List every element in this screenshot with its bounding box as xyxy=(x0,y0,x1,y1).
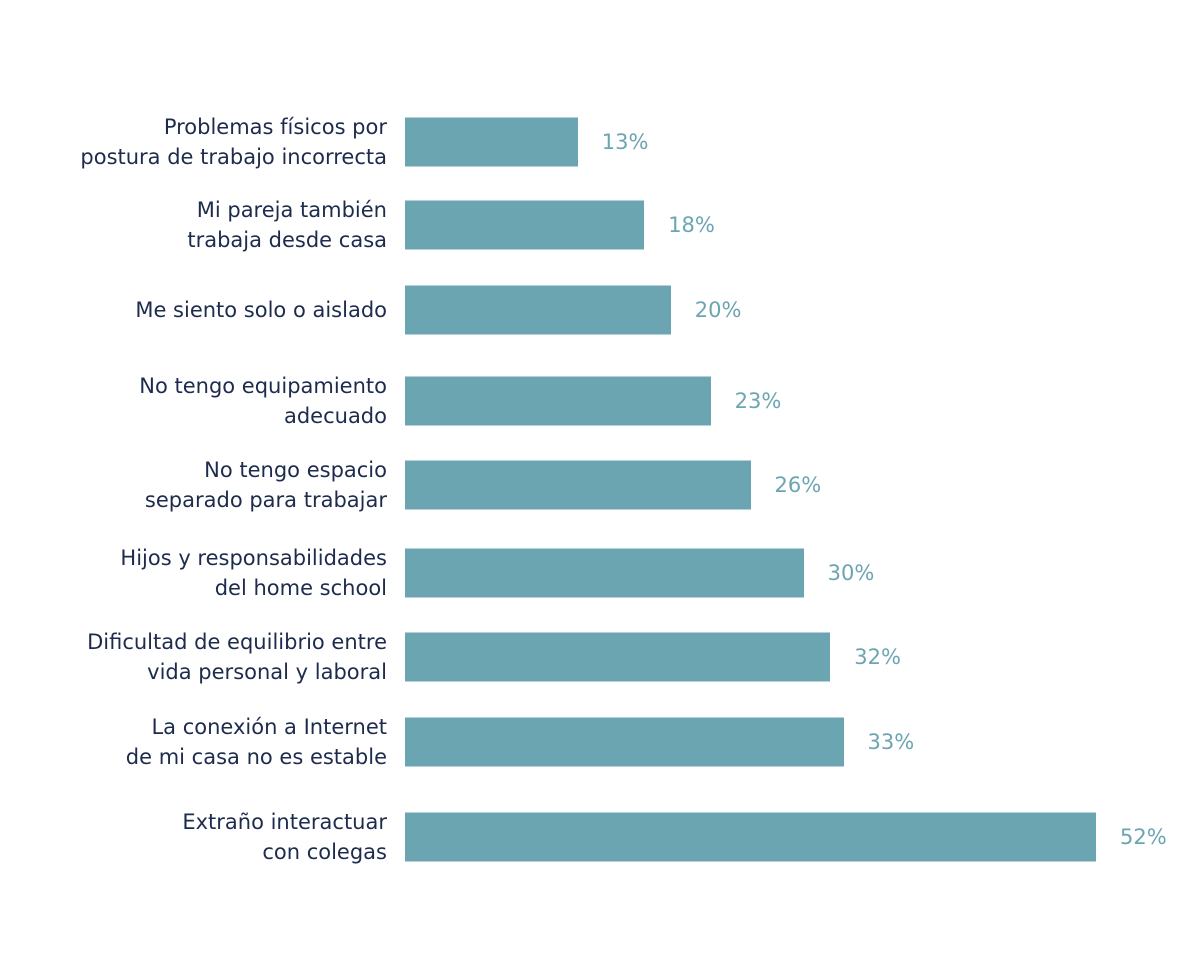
value-label: 33% xyxy=(867,730,915,754)
value-label: 23% xyxy=(734,389,782,413)
value-label: 32% xyxy=(854,645,901,669)
value-label: 52% xyxy=(1120,825,1167,849)
value-label: 18% xyxy=(668,213,715,237)
category-label: Me siento solo o aislado xyxy=(135,298,387,322)
category-label: Extraño interactuar con colegas xyxy=(182,810,387,864)
category-label: No tengo equipamiento adecuado xyxy=(139,374,387,428)
bar xyxy=(405,200,645,250)
bar xyxy=(405,460,751,510)
category-label: Dificultad de equilibrio entre vida pers… xyxy=(87,630,387,684)
value-label: 26% xyxy=(774,473,822,497)
value-label: 13% xyxy=(601,130,649,154)
category-label: Problemas físicos por postura de trabajo… xyxy=(80,115,387,169)
bar xyxy=(405,376,711,426)
value-label: 20% xyxy=(694,298,742,322)
category-label: No tengo espacio separado para trabajar xyxy=(144,458,387,512)
category-label: La conexión a Internet de mi casa no es … xyxy=(125,715,387,769)
value-label: 30% xyxy=(827,561,875,585)
bar xyxy=(405,548,804,598)
category-label: Mi pareja también trabaja desde casa xyxy=(187,198,387,252)
bar xyxy=(405,632,831,682)
bar xyxy=(405,117,578,167)
bar xyxy=(405,285,671,335)
bar xyxy=(405,812,1096,862)
bar xyxy=(405,717,844,767)
category-label: Hijos y responsabilidades del home schoo… xyxy=(120,546,387,600)
